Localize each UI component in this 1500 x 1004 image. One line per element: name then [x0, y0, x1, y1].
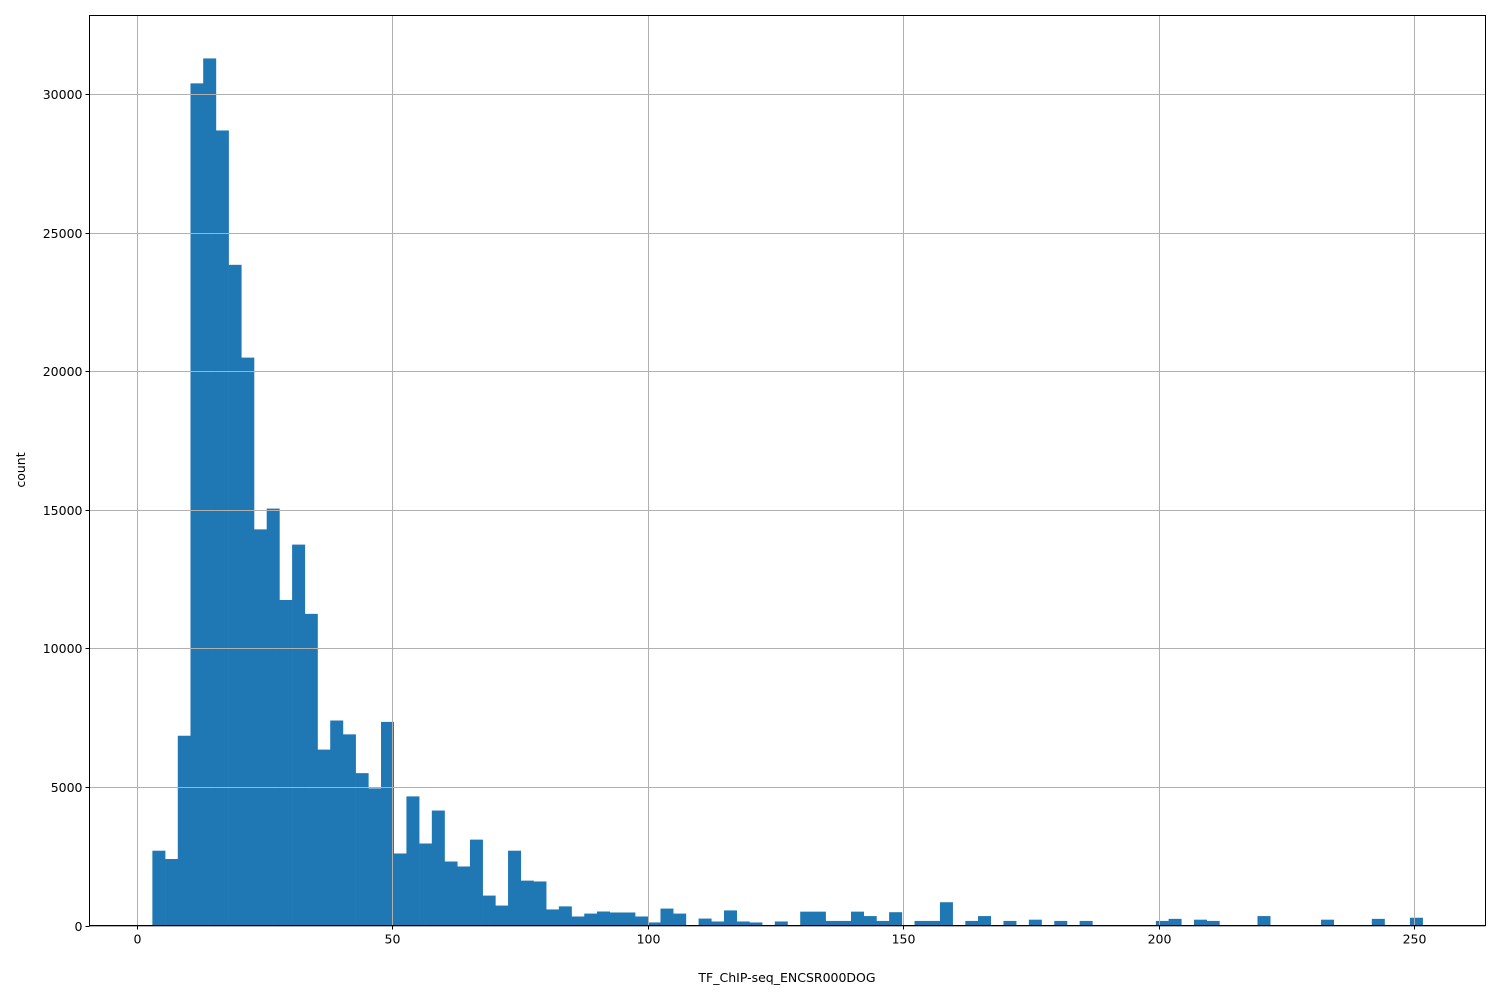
histogram-bar: [622, 912, 636, 926]
histogram-bar: [825, 920, 839, 926]
histogram-bar: [876, 920, 890, 926]
y-tick-label: 20000: [43, 364, 83, 379]
y-tick-label: 15000: [43, 503, 83, 518]
histogram-bar: [393, 853, 407, 926]
x-tick-label: 50: [385, 932, 401, 947]
histogram-bar: [939, 902, 953, 926]
histogram-bar: [304, 613, 318, 926]
histogram-bar: [851, 911, 865, 926]
histogram-bar: [482, 895, 496, 926]
histogram-bar: [635, 916, 649, 926]
x-tick-label: 100: [637, 932, 661, 947]
histogram-bar: [723, 910, 737, 926]
x-axis-label: TF_ChIP-seq_ENCSR000DOG: [697, 970, 875, 985]
histogram-bar: [584, 913, 598, 926]
y-tick-label: 5000: [51, 780, 83, 795]
histogram-bar: [1155, 920, 1169, 926]
histogram-bar: [889, 912, 903, 926]
histogram-bar: [800, 911, 814, 926]
histogram-bar: [609, 912, 623, 926]
histogram-bar: [558, 906, 572, 926]
grid: [89, 15, 1486, 927]
histogram-bar: [419, 843, 433, 926]
histogram-bar: [508, 850, 522, 926]
plot-frame: [89, 15, 1486, 926]
histogram-bar: [1257, 916, 1271, 926]
histogram-bar: [1079, 920, 1093, 926]
histogram-bar: [368, 788, 382, 926]
histogram-bar: [749, 922, 763, 926]
y-tick-label: 0: [75, 919, 83, 934]
histogram-bar: [355, 773, 369, 926]
y-tick-label: 25000: [43, 226, 83, 241]
histogram-bar: [863, 916, 877, 926]
x-axis: 0 50 100 150 200 250: [134, 925, 1427, 947]
histogram-bar: [317, 749, 331, 926]
histogram-bar: [1193, 919, 1207, 926]
histogram-bar: [406, 796, 420, 926]
y-tick-label: 30000: [43, 87, 83, 102]
y-axis: 0 5000 10000 15000 20000 25000 30000: [43, 87, 90, 934]
bars: [152, 58, 1423, 926]
y-axis-label: count: [13, 452, 28, 487]
histogram-bar: [1168, 918, 1182, 926]
histogram-bar: [457, 866, 471, 926]
x-tick-label: 250: [1403, 932, 1427, 947]
y-tick-label: 10000: [43, 641, 83, 656]
histogram-bar: [1028, 919, 1042, 926]
histogram-bar: [241, 357, 255, 926]
histogram-bar: [203, 58, 217, 926]
histogram-bar: [927, 920, 941, 926]
histogram-bar: [1409, 917, 1423, 926]
histogram-bar: [1206, 920, 1220, 926]
histogram-bar: [1003, 920, 1017, 926]
histogram-bar: [965, 920, 979, 926]
x-tick-label: 200: [1148, 932, 1172, 947]
x-tick-label: 0: [134, 932, 142, 947]
histogram-bar: [431, 810, 445, 926]
histogram-bar: [698, 918, 712, 926]
histogram-bar: [774, 921, 788, 926]
histogram-bar: [177, 735, 191, 926]
histogram-bar: [266, 508, 280, 926]
histogram-bar: [228, 264, 242, 926]
histogram-bar: [1371, 918, 1385, 926]
histogram-bar: [660, 908, 674, 926]
x-tick-label: 150: [892, 932, 916, 947]
histogram-bar: [1321, 919, 1335, 926]
histogram-bar: [469, 839, 483, 926]
histogram-bar: [292, 544, 306, 926]
histogram-bar: [1054, 920, 1068, 926]
histogram-bar: [342, 734, 356, 926]
histogram-bar: [546, 909, 560, 926]
histogram-bar: [736, 921, 750, 926]
histogram-bar: [978, 916, 992, 926]
histogram-bar: [165, 859, 179, 926]
histogram-bar: [381, 721, 395, 926]
histogram-bar: [533, 881, 547, 926]
histogram-bar: [495, 905, 509, 926]
histogram-bar: [279, 600, 293, 926]
histogram-bar: [673, 913, 687, 926]
histogram-bar: [215, 130, 229, 926]
histogram-bar: [571, 916, 585, 926]
histogram-bar: [330, 720, 344, 926]
histogram-bar: [444, 861, 458, 926]
histogram-bar: [596, 911, 610, 926]
histogram-bar: [914, 920, 928, 926]
histogram-bar: [711, 921, 725, 926]
histogram-bar: [812, 911, 826, 926]
histogram-bar: [190, 83, 204, 926]
histogram-bar: [838, 920, 852, 926]
histogram-bar: [647, 922, 661, 926]
histogram-bar: [520, 880, 534, 926]
histogram-bar: [152, 850, 166, 926]
histogram-bar: [253, 529, 267, 926]
